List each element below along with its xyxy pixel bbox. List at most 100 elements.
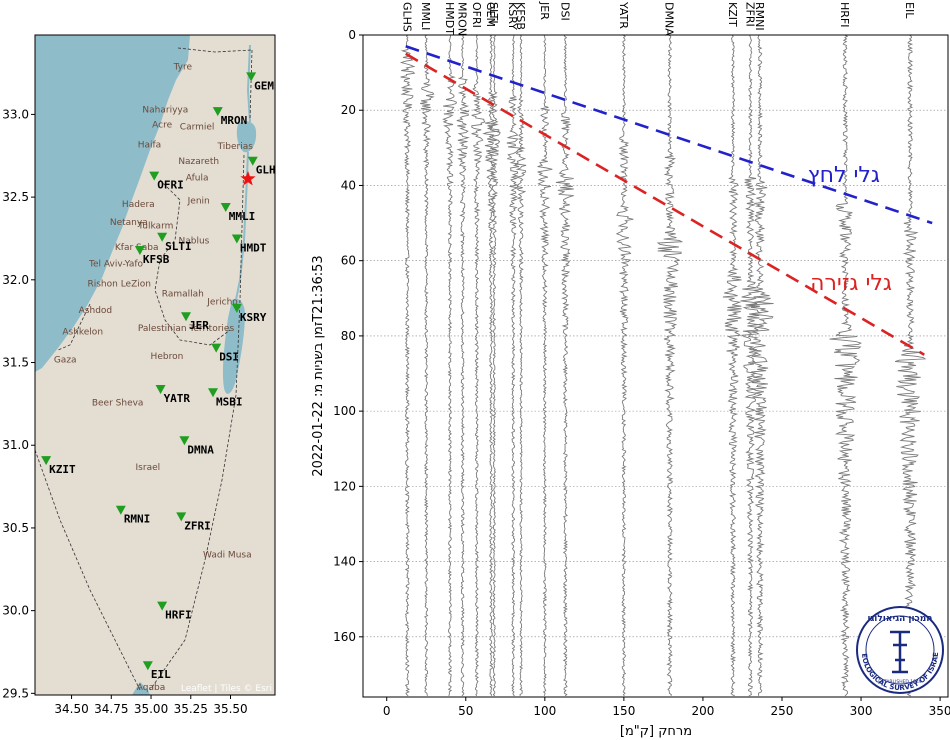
- station-markers: GEM MRON GLHS OFRI MMLI SLTI HMDT KFSB KSRY JER DS…: [41, 72, 283, 681]
- y-tick-label: 40: [341, 178, 356, 192]
- seismic-trace: [740, 34, 762, 697]
- mediterranean-sea: [35, 35, 190, 372]
- trace-station-label: YATR: [617, 1, 630, 29]
- trace-station-label: KSRY: [506, 2, 519, 30]
- trace-station-label: MRON: [456, 2, 469, 36]
- station-triangle-icon: [211, 343, 222, 353]
- station-label: ZFRI: [184, 519, 211, 532]
- city-label: Tel Aviv-Yafo: [88, 260, 144, 270]
- station-triangle-icon: [208, 388, 219, 398]
- trace-station-label: DMNA: [663, 2, 676, 36]
- epicenter-star-icon: [240, 170, 256, 186]
- y-tick-label: 120: [333, 479, 356, 493]
- station-triangle-icon: [41, 456, 52, 466]
- dead-sea: [222, 298, 246, 394]
- city-label: Hebron: [151, 352, 184, 362]
- plot-frame: [362, 34, 949, 698]
- border-line: [57, 179, 231, 351]
- latitude-tick-label: 31.5: [2, 356, 29, 370]
- latitude-tick-label: 32.5: [2, 190, 29, 204]
- seismic-trace: [656, 34, 684, 697]
- station-label: RMNI: [124, 513, 151, 526]
- x-tick-label: 100: [533, 704, 556, 718]
- trace-station-label: SLTI: [487, 2, 500, 24]
- seismic-trace: [442, 35, 457, 697]
- trace-station-label: JER: [538, 1, 551, 20]
- station-label: SLTI: [165, 240, 192, 253]
- seismic-trace: [722, 34, 742, 697]
- city-label: Wadi Musa: [203, 551, 252, 561]
- station-triangle-icon: [212, 107, 223, 117]
- station-triangle-icon: [149, 171, 160, 181]
- x-tick-label: 250: [771, 704, 794, 718]
- station-triangle-icon: [155, 384, 166, 394]
- y-tick-label: 160: [333, 630, 356, 644]
- station-label: GLHS: [256, 164, 283, 177]
- map-panel: Tyre Nahariyya Acre Carmiel Haifa Tiberias Naz…: [2, 34, 283, 716]
- station-label: DSI: [219, 351, 239, 364]
- city-label: Jericho: [206, 298, 238, 308]
- city-label: Tyre: [173, 63, 193, 73]
- city-label: Afula: [186, 174, 209, 184]
- station-label: MRON: [221, 114, 248, 127]
- trace-station-label: KFSB: [514, 2, 527, 30]
- latitude-tick-label: 30.0: [2, 604, 29, 618]
- station-label: GEM: [254, 79, 274, 92]
- wave-fit-lines: [405, 45, 933, 356]
- p-wave-fit-line: [405, 45, 933, 225]
- trace-station-label: ZFRI: [743, 2, 756, 27]
- station-triangle-icon: [142, 661, 153, 671]
- station-triangle-icon: [220, 203, 231, 213]
- trace-station-label: DSI: [558, 2, 571, 21]
- city-label: Gaza: [54, 356, 77, 366]
- station-label: YATR: [164, 392, 191, 405]
- x-tick-label: 200: [691, 704, 714, 718]
- city-label: Ramallah: [162, 289, 204, 299]
- station-label: HRFI: [165, 609, 192, 622]
- city-label: Nazareth: [178, 157, 219, 167]
- seal-established: ESTABLISHED 1949: [878, 679, 922, 685]
- city-label: Haifa: [138, 140, 161, 150]
- city-label: Jenin: [187, 197, 210, 207]
- city-label: Beer Sheva: [92, 399, 144, 409]
- longitude-tick-label: 34.50: [54, 702, 88, 716]
- jordan-river: [235, 44, 251, 301]
- station-label: JER: [189, 319, 209, 332]
- y-tick-label: 20: [341, 103, 356, 117]
- city-label: Tulkarm: [137, 222, 173, 232]
- station-triangle-icon: [231, 234, 242, 244]
- seismic-trace: [420, 34, 435, 697]
- seismic-trace: [471, 34, 486, 697]
- x-axis-label: מרחק [ק"מ]: [620, 724, 692, 739]
- p-wave-label: גלי לחץ: [808, 163, 880, 188]
- map-attribution: Leaflet | Tiles © Esri: [181, 684, 272, 694]
- map-content: Tyre Nahariyya Acre Carmiel Haifa Tiberias Naz…: [35, 35, 283, 695]
- seismic-trace: [506, 34, 523, 697]
- y-axis-ticks: 0 20 40 60 80 100 120 140 160: [333, 28, 363, 644]
- city-label: Nahariyya: [142, 106, 188, 116]
- latitude-tick-label: 29.5: [2, 686, 29, 700]
- seismic-trace: [514, 34, 527, 696]
- city-label: Palestinian Territories: [138, 324, 235, 334]
- city-label: Hadera: [122, 200, 155, 210]
- city-label: Nablus: [179, 236, 210, 246]
- latitude-tick-label: 33.0: [2, 107, 29, 121]
- seismic-trace: [456, 34, 470, 697]
- station-triangle-icon: [157, 601, 168, 611]
- station-triangle-icon: [180, 312, 191, 322]
- station-triangle-icon: [247, 156, 258, 166]
- trace-station-label: MMLI: [419, 2, 432, 30]
- station-label: MSBI: [216, 395, 243, 408]
- sea-of-galilee: [236, 121, 257, 153]
- station-label: KSRY: [240, 311, 267, 324]
- city-label: Aqaba: [137, 683, 165, 693]
- city-label: Ashkelon: [62, 327, 103, 337]
- map-latitude-ticks: 33.0 32.5 32.0 31.5 31.0 30.5 30.0 29.5: [2, 107, 35, 700]
- y-tick-label: 140: [333, 555, 356, 569]
- trace-station-label: GEM: [484, 2, 497, 27]
- station-label: KFSB: [143, 253, 170, 266]
- longitude-tick-label: 35.00: [134, 702, 168, 716]
- seismic-trace: [537, 34, 553, 697]
